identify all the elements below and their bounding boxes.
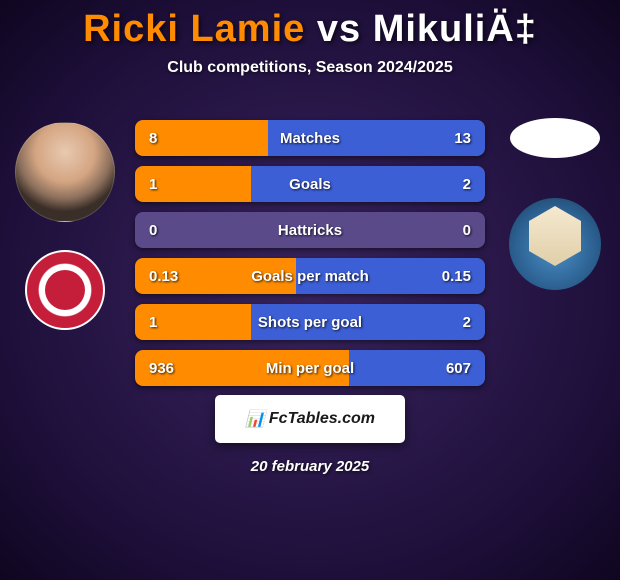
stat-label: Shots per goal (135, 314, 485, 331)
player1-column (10, 122, 120, 330)
date-label: 20 february 2025 (0, 458, 620, 475)
player2-name: MikuliÄ‡ (373, 8, 537, 50)
brand-text: FcTables.com (269, 410, 375, 428)
stat-row: 1Goals2 (135, 166, 485, 202)
player1-photo (15, 122, 115, 222)
stat-row: 0.13Goals per match0.15 (135, 258, 485, 294)
stat-row: 0Hattricks0 (135, 212, 485, 248)
player2-photo (510, 118, 600, 158)
player1-club-badge (25, 250, 105, 330)
stat-row-content: 936Min per goal607 (135, 360, 485, 377)
stat-row: 1Shots per goal2 (135, 304, 485, 340)
stat-row: 8Matches13 (135, 120, 485, 156)
vs-label: vs (317, 8, 361, 50)
brand-badge[interactable]: 📊 FcTables.com (215, 395, 405, 443)
stat-label: Goals (135, 176, 485, 193)
stat-label: Goals per match (135, 268, 485, 285)
stat-row-content: 8Matches13 (135, 130, 485, 147)
stat-row: 936Min per goal607 (135, 350, 485, 386)
chart-icon: 📊 (245, 409, 265, 429)
subtitle: Club competitions, Season 2024/2025 (0, 59, 620, 77)
player1-name: Ricki Lamie (83, 8, 305, 50)
player2-column (500, 118, 610, 290)
stat-row-content: 1Shots per goal2 (135, 314, 485, 331)
player2-club-badge (509, 198, 601, 290)
stat-label: Min per goal (135, 360, 485, 377)
stat-label: Matches (135, 130, 485, 147)
stats-table: 8Matches13 1Goals2 0Hattricks0 0.13Goals pe… (135, 120, 485, 396)
comparison-title: Ricki Lamie vs MikuliÄ‡ (0, 0, 620, 51)
stat-label: Hattricks (135, 222, 485, 239)
stat-row-content: 0.13Goals per match0.15 (135, 268, 485, 285)
stat-row-content: 0Hattricks0 (135, 222, 485, 239)
stat-row-content: 1Goals2 (135, 176, 485, 193)
